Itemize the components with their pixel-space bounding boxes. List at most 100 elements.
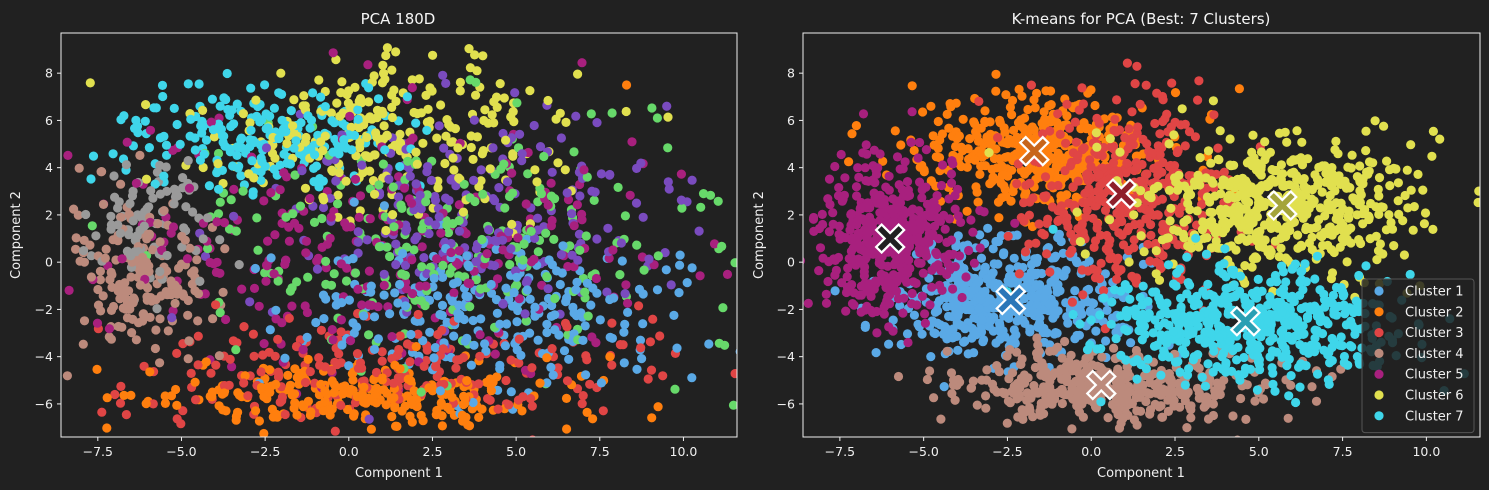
scatter-point — [1130, 79, 1140, 89]
scatter-point — [542, 319, 552, 329]
scatter-point — [969, 329, 979, 339]
scatter-point — [1078, 99, 1088, 109]
scatter-point — [499, 159, 509, 169]
scatter-point — [632, 364, 642, 374]
scatter-point — [71, 233, 81, 243]
scatter-point — [1090, 236, 1101, 246]
scatter-point — [868, 218, 878, 228]
scatter-point — [903, 337, 913, 348]
scatter-point — [318, 406, 328, 416]
scatter-point — [808, 214, 819, 224]
scatter-point — [849, 288, 859, 298]
scatter-point — [419, 253, 429, 263]
scatter-point — [193, 289, 204, 299]
scatter-point — [116, 115, 126, 125]
scatter-point — [1162, 233, 1172, 243]
scatter-point — [1040, 172, 1051, 182]
scatter-point — [438, 260, 448, 270]
scatter-point — [1002, 418, 1012, 428]
scatter-point — [1024, 239, 1034, 249]
scatter-point — [213, 209, 224, 219]
scatter-point — [1419, 219, 1429, 229]
scatter-point — [225, 354, 235, 364]
scatter-point — [592, 118, 602, 128]
scatter-point — [392, 421, 402, 431]
scatter-point — [121, 160, 131, 170]
scatter-point — [104, 324, 114, 334]
scatter-point — [988, 326, 998, 336]
scatter-point — [861, 176, 871, 186]
scatter-point — [992, 163, 1002, 173]
scatter-point — [95, 266, 105, 276]
scatter-point — [1217, 211, 1227, 221]
scatter-point — [677, 203, 687, 213]
scatter-point — [851, 121, 861, 131]
scatter-point — [1057, 374, 1067, 384]
scatter-point — [1209, 222, 1219, 232]
scatter-point — [430, 343, 440, 353]
scatter-point — [365, 214, 375, 224]
scatter-point — [1032, 257, 1042, 267]
scatter-point — [1054, 229, 1064, 239]
scatter-point — [349, 328, 359, 338]
scatter-point — [363, 60, 373, 70]
scatter-point — [568, 302, 578, 312]
scatter-point — [382, 43, 392, 53]
scatter-point — [308, 88, 318, 98]
scatter-point — [299, 91, 309, 101]
scatter-point — [602, 287, 612, 297]
scatter-point — [674, 288, 684, 298]
scatter-point — [1109, 125, 1119, 135]
scatter-point — [1180, 141, 1190, 151]
scatter-point — [391, 239, 401, 249]
scatter-point — [1241, 414, 1251, 424]
scatter-point — [391, 47, 401, 57]
scatter-point — [929, 328, 939, 338]
scatter-point — [1302, 184, 1312, 194]
scatter-point — [416, 410, 426, 420]
scatter-point — [924, 237, 934, 247]
scatter-point — [1032, 333, 1042, 343]
scatter-point — [106, 211, 116, 221]
scatter-point — [269, 103, 279, 113]
scatter-point — [847, 233, 857, 243]
scatter-point — [646, 365, 657, 375]
scatter-point — [1155, 129, 1165, 139]
scatter-point — [504, 400, 514, 410]
scatter-point — [960, 336, 970, 346]
scatter-point — [215, 101, 225, 111]
scatter-point — [1060, 336, 1070, 347]
scatter-point — [336, 400, 346, 410]
scatter-point — [457, 410, 467, 420]
scatter-point — [914, 245, 924, 255]
scatter-point — [402, 339, 413, 349]
scatter-point — [1046, 100, 1056, 110]
scatter-point — [91, 231, 101, 241]
scatter-point — [1215, 389, 1225, 400]
scatter-point — [372, 105, 383, 115]
scatter-point — [1293, 230, 1303, 240]
scatter-point — [1009, 125, 1019, 135]
scatter-point — [152, 304, 162, 314]
scatter-point — [907, 81, 917, 91]
scatter-point — [492, 92, 502, 102]
scatter-point — [203, 243, 213, 254]
scatter-point — [127, 328, 137, 338]
scatter-point — [1363, 169, 1373, 179]
scatter-point — [714, 338, 724, 348]
scatter-point — [379, 201, 389, 211]
pca-180d-panel: PCA 180D −7.5 −5.0 −2.5 0.0 2.5 5.0 7.5 10.0 −6… — [9, 10, 738, 481]
scatter-point — [359, 382, 369, 392]
scatter-point — [475, 330, 485, 340]
scatter-point — [1039, 191, 1049, 201]
scatter-point — [1117, 370, 1127, 380]
scatter-point — [409, 386, 419, 396]
x-tick-label: −2.5 — [250, 444, 280, 459]
scatter-point — [1402, 165, 1412, 175]
scatter-point — [1126, 338, 1136, 348]
scatter-point — [1062, 99, 1072, 109]
scatter-point — [453, 143, 463, 153]
scatter-point — [917, 291, 927, 301]
scatter-point — [389, 378, 399, 388]
scatter-point — [285, 380, 295, 390]
